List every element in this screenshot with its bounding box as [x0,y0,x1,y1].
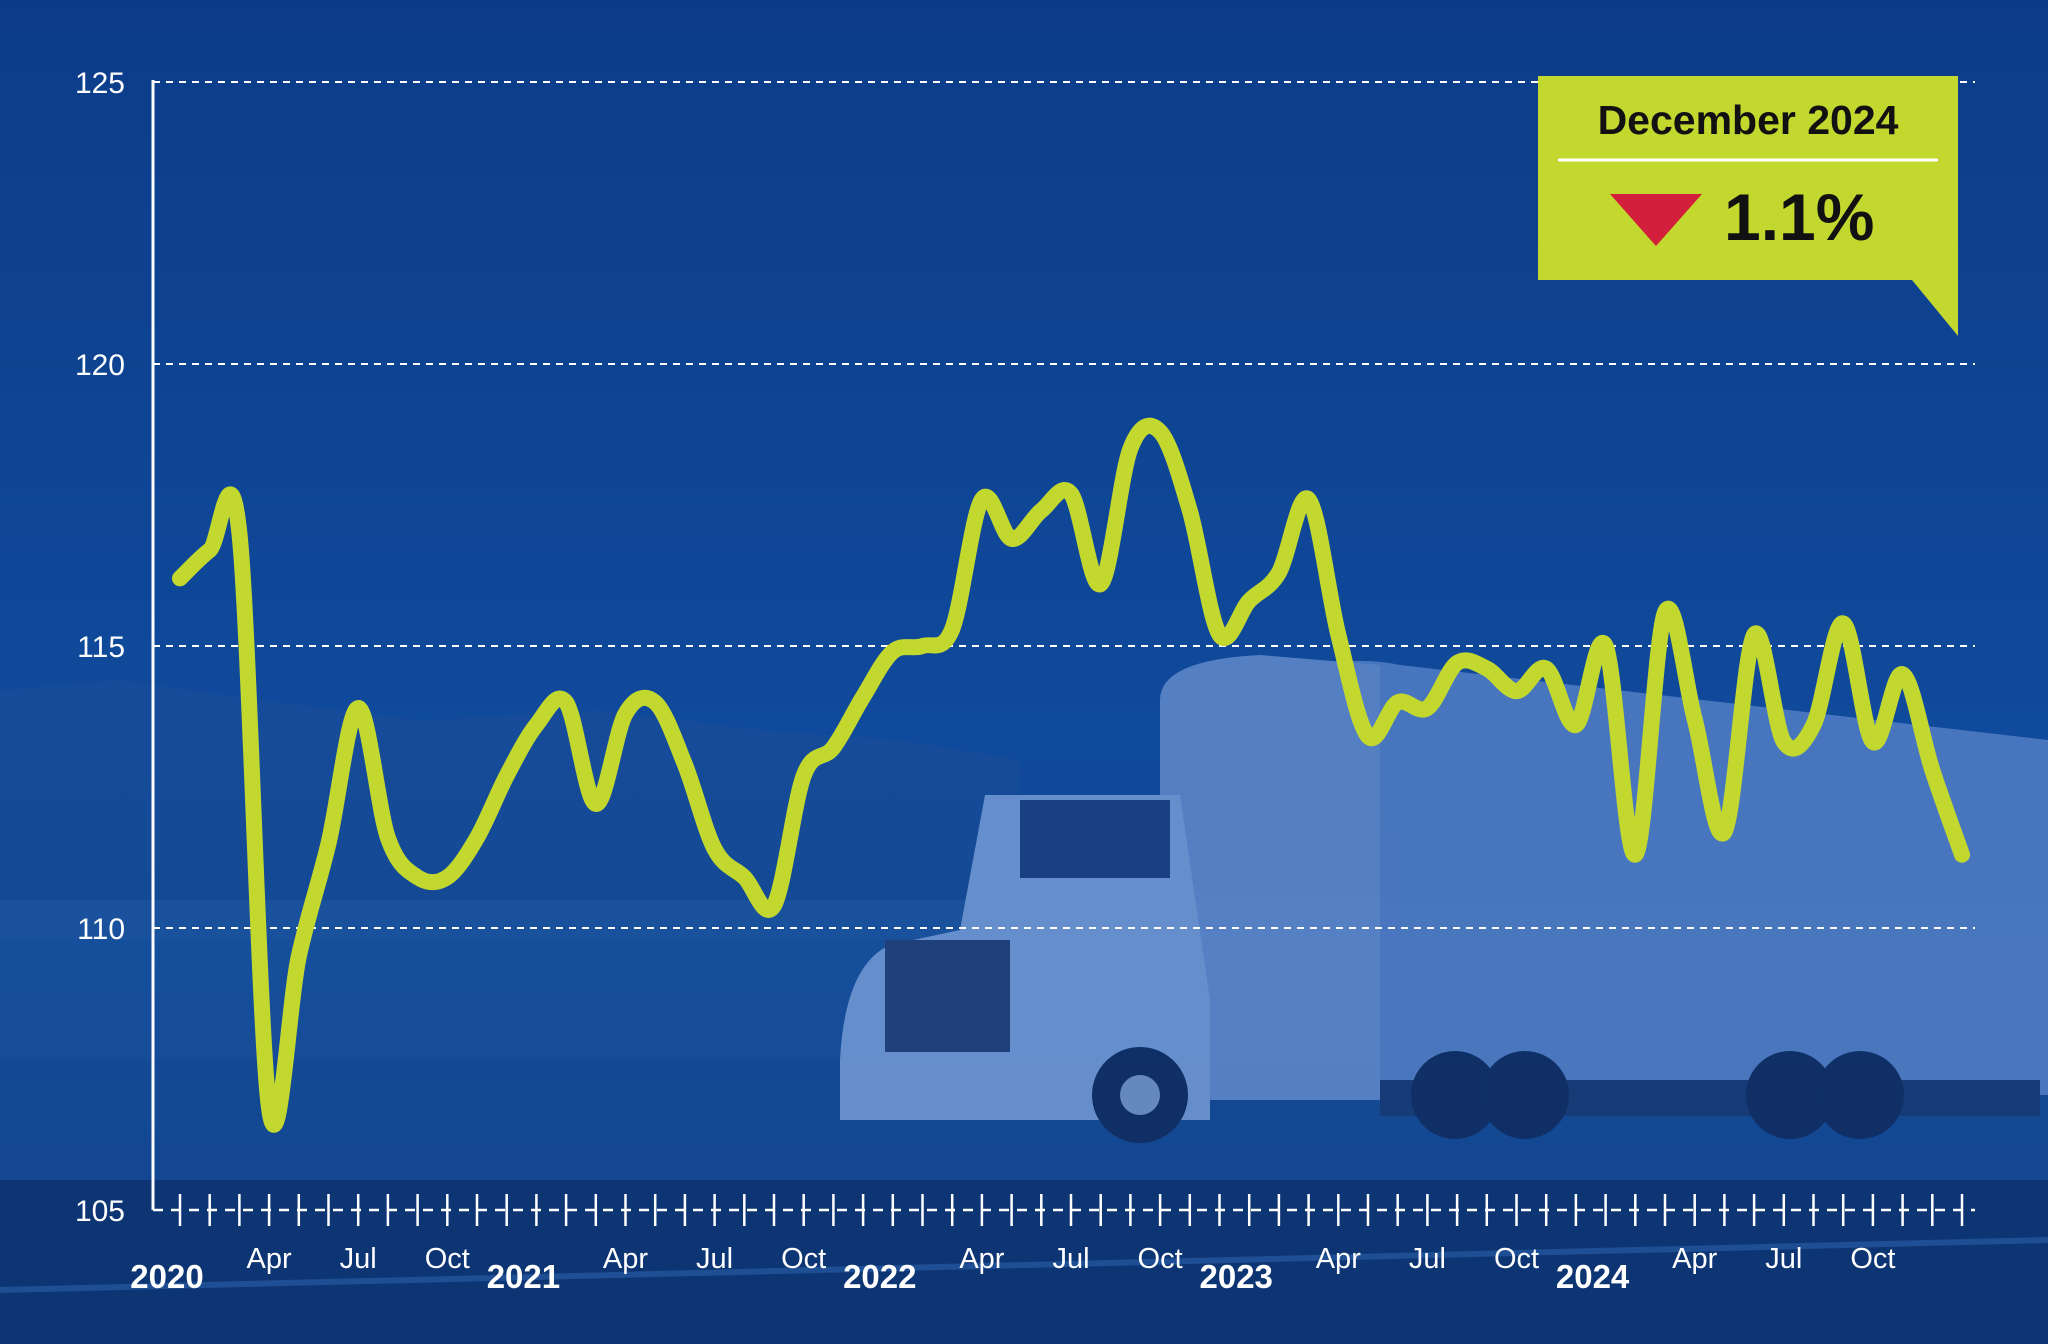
callout-value: 1.1% [1724,180,1874,254]
month-label: Apr [247,1243,292,1275]
y-tick-label: 115 [77,631,125,664]
y-axis-ticks: 105 110 115 120 125 [75,67,125,1228]
series-line [172,417,1970,1133]
month-label: Apr [1672,1243,1717,1275]
callout-box: December 2024 1.1% [1538,76,1958,336]
x-axis-ticks [153,1194,1975,1226]
month-label: Apr [603,1243,648,1275]
month-label: Oct [781,1243,826,1275]
month-label: Oct [1138,1243,1183,1275]
month-label: Jul [1052,1243,1089,1275]
year-label: 2022 [843,1258,916,1295]
truck-silhouette [840,655,2048,1143]
year-label: 2023 [1199,1258,1272,1295]
y-tick-label: 110 [77,913,125,946]
year-label: 2021 [487,1258,560,1295]
month-label: Apr [959,1243,1004,1275]
down-arrow-icon [1610,194,1702,246]
month-label: Jul [696,1243,733,1275]
y-tick-label: 105 [75,1195,125,1228]
month-label: Oct [1850,1243,1895,1275]
month-label: Oct [1494,1243,1539,1275]
y-tick-label: 120 [75,349,125,382]
callout-title: December 2024 [1598,97,1899,143]
month-label: Jul [1765,1243,1802,1275]
month-label: Oct [425,1243,470,1275]
month-label: Apr [1316,1243,1361,1275]
gridlines [153,81,1975,929]
year-label: 2020 [130,1258,203,1295]
callout-background [1538,76,1958,336]
x-axis-labels: 2020 Apr Jul Oct 2021 Apr Jul Oct 2022 Apr Jul Oct 2… [130,1243,1895,1295]
y-tick-label: 125 [75,67,125,100]
month-label: Jul [340,1243,377,1275]
month-label: Jul [1409,1243,1446,1275]
year-label: 2024 [1556,1258,1630,1295]
